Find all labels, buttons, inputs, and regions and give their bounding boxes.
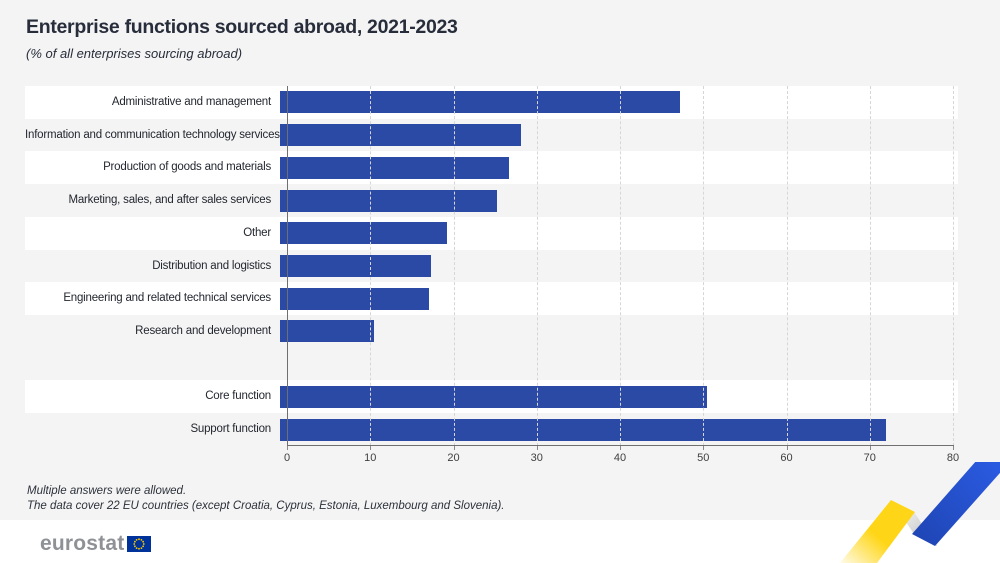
x-tick-mark bbox=[703, 446, 705, 450]
footnote-line-2: The data cover 22 EU countries (except C… bbox=[27, 500, 505, 512]
bar-track bbox=[279, 282, 953, 315]
x-tick-label: 40 bbox=[613, 452, 627, 464]
bar bbox=[280, 385, 708, 408]
x-tick-mark bbox=[370, 446, 372, 450]
category-label: Other bbox=[243, 226, 271, 239]
x-tick-mark bbox=[869, 446, 871, 450]
bar bbox=[280, 124, 521, 147]
x-tick-label: 10 bbox=[364, 452, 377, 464]
category-label: Production of goods and materials bbox=[103, 161, 271, 174]
chart-row: Engineering and related technical servic… bbox=[25, 282, 958, 316]
y-axis-line bbox=[287, 86, 288, 446]
bar-track bbox=[279, 413, 953, 446]
x-tick-mark bbox=[786, 446, 788, 450]
eu-flag-stars bbox=[133, 537, 146, 550]
chart-title: Enterprise functions sourced abroad, 202… bbox=[26, 16, 458, 38]
footnote-line-1: Multiple answers were allowed. bbox=[27, 485, 187, 497]
x-tick-label: 60 bbox=[780, 452, 793, 464]
eurostat-logo-text: eurostat bbox=[40, 532, 125, 555]
bar bbox=[280, 287, 430, 310]
x-tick-mark bbox=[620, 446, 621, 450]
x-tick-label: 70 bbox=[863, 452, 876, 464]
x-tick-mark bbox=[453, 446, 455, 450]
chart-subtitle: (% of all enterprises sourcing abroad) bbox=[26, 46, 243, 61]
x-tick-label: 20 bbox=[447, 452, 460, 464]
x-axis-ticks: 0 10 20 30 40 50 60 70 80 bbox=[283, 446, 959, 470]
category-label: Information and communication technology… bbox=[25, 128, 280, 141]
bar-track bbox=[279, 217, 953, 250]
x-tick-mark bbox=[536, 446, 538, 450]
bar-track bbox=[279, 184, 953, 217]
category-label: Administrative and management bbox=[111, 96, 271, 108]
footnotes: Multiple answers were allowed. The data … bbox=[27, 484, 505, 514]
chart-row: Distribution and logistics bbox=[25, 250, 958, 283]
chart-row: Support function bbox=[25, 413, 958, 446]
x-tick-label: 80 bbox=[946, 452, 960, 464]
footer-strip bbox=[0, 520, 1000, 563]
x-axis-line bbox=[287, 445, 954, 446]
chart-row: Marketing, sales, and after sales servic… bbox=[25, 184, 958, 217]
bar-track bbox=[279, 151, 953, 184]
x-tick-mark bbox=[953, 446, 954, 450]
category-label: Marketing, sales, and after sales servic… bbox=[68, 194, 271, 207]
chart-row: Core function bbox=[25, 380, 958, 414]
bar bbox=[280, 254, 431, 277]
bar bbox=[280, 222, 447, 245]
bar-track bbox=[279, 315, 953, 348]
bar-track bbox=[279, 86, 953, 119]
bar bbox=[280, 418, 886, 441]
eurostat-logo: eurostat bbox=[40, 532, 152, 555]
chart-row: Administrative and management bbox=[25, 86, 958, 119]
bar bbox=[280, 91, 681, 114]
chart-row: Other bbox=[25, 216, 958, 250]
chart-row: Production of goods and materials bbox=[25, 151, 958, 185]
chart-row: Information and communication technology… bbox=[25, 119, 958, 152]
chart-row: Research and development bbox=[25, 315, 958, 348]
row-spacer bbox=[25, 348, 958, 381]
x-tick-label: 50 bbox=[697, 452, 710, 464]
plot-rows: Administrative and management Information… bbox=[25, 86, 958, 446]
category-label: Core function bbox=[205, 390, 271, 403]
bar-track bbox=[279, 380, 953, 413]
eu-flag-icon bbox=[127, 535, 152, 552]
bar bbox=[280, 189, 498, 212]
category-label: Research and development bbox=[135, 325, 271, 338]
x-tick-label: 0 bbox=[283, 452, 291, 464]
x-tick-mark bbox=[287, 446, 288, 450]
category-label: Engineering and related technical servic… bbox=[63, 292, 271, 305]
bar-track bbox=[279, 250, 953, 283]
category-label: Distribution and logistics bbox=[152, 259, 271, 272]
bar bbox=[280, 320, 375, 343]
category-label: Support function bbox=[190, 423, 271, 436]
bar-track bbox=[279, 119, 953, 152]
plot-area: Administrative and management Information… bbox=[25, 86, 959, 464]
bar bbox=[280, 156, 510, 179]
x-tick-label: 30 bbox=[530, 452, 543, 464]
